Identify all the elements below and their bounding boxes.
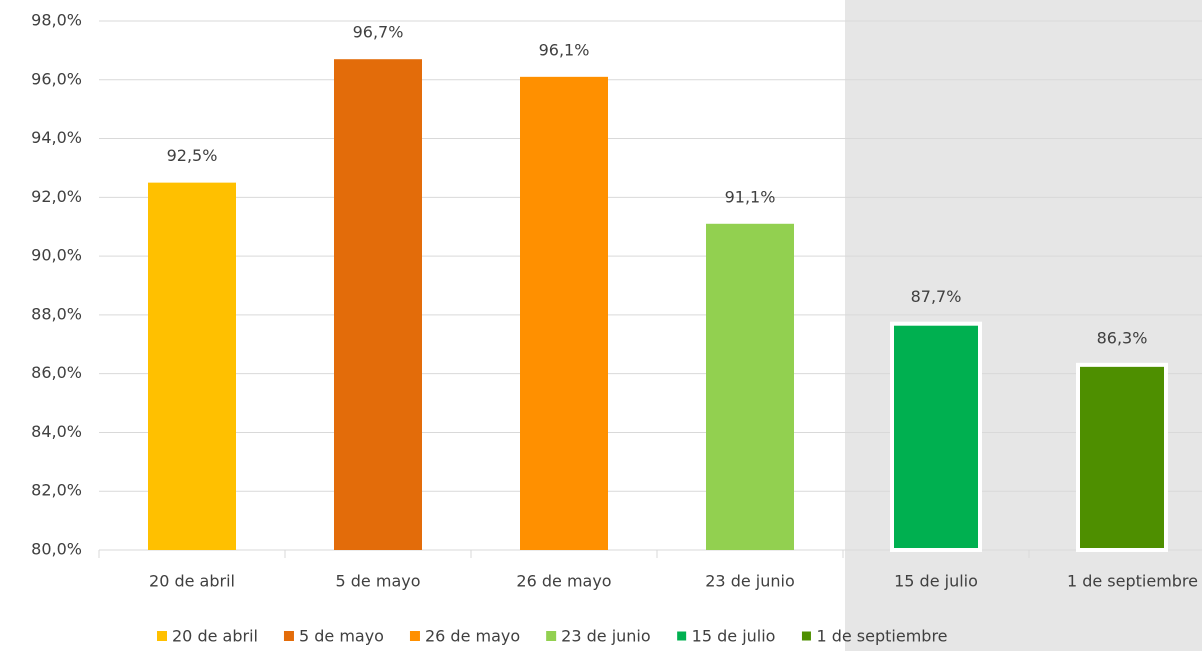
y-tick-label: 88,0% <box>31 304 82 323</box>
legend-label: 23 de junio <box>561 627 651 646</box>
bar <box>890 321 982 553</box>
legend-label: 20 de abril <box>172 627 258 646</box>
legend-swatch <box>283 631 294 641</box>
x-tick-label: 15 de julio <box>894 572 978 591</box>
legend-label: 26 de mayo <box>425 627 520 646</box>
data-label: 86,3% <box>1097 328 1148 347</box>
legend-swatch <box>409 631 420 641</box>
legend-swatch <box>800 630 812 642</box>
legend-label: 1 de septiembre <box>816 627 947 646</box>
y-tick-label: 96,0% <box>31 69 82 88</box>
y-tick-label: 90,0% <box>31 246 82 265</box>
y-tick-label: 98,0% <box>31 11 82 30</box>
y-tick-label: 84,0% <box>31 422 82 441</box>
legend-label: 5 de mayo <box>299 627 384 646</box>
x-tick-label: 26 de mayo <box>516 572 611 591</box>
x-tick-label: 20 de abril <box>149 572 235 591</box>
y-tick-label: 80,0% <box>31 540 82 559</box>
legend-swatch <box>676 630 688 642</box>
legend-swatch <box>157 631 167 641</box>
data-label: 96,1% <box>539 40 590 59</box>
x-tick-label: 23 de junio <box>705 572 795 591</box>
bar <box>706 223 794 551</box>
bar <box>334 59 422 550</box>
y-tick-label: 94,0% <box>31 128 82 147</box>
y-tick-label: 92,0% <box>31 187 82 206</box>
bar <box>1076 362 1168 552</box>
bar <box>520 76 608 550</box>
data-label: 91,1% <box>725 187 776 206</box>
x-tick-label: 1 de septiembre <box>1067 572 1198 591</box>
data-label: 96,7% <box>353 23 404 42</box>
data-label: 92,5% <box>167 146 218 165</box>
x-tick-label: 5 de mayo <box>336 572 421 591</box>
legend-swatch <box>546 631 557 641</box>
y-tick-label: 82,0% <box>31 481 82 500</box>
legend-label: 15 de julio <box>692 627 776 646</box>
data-label: 87,7% <box>911 287 962 306</box>
y-tick-label: 86,0% <box>31 363 82 382</box>
bar <box>148 182 236 550</box>
